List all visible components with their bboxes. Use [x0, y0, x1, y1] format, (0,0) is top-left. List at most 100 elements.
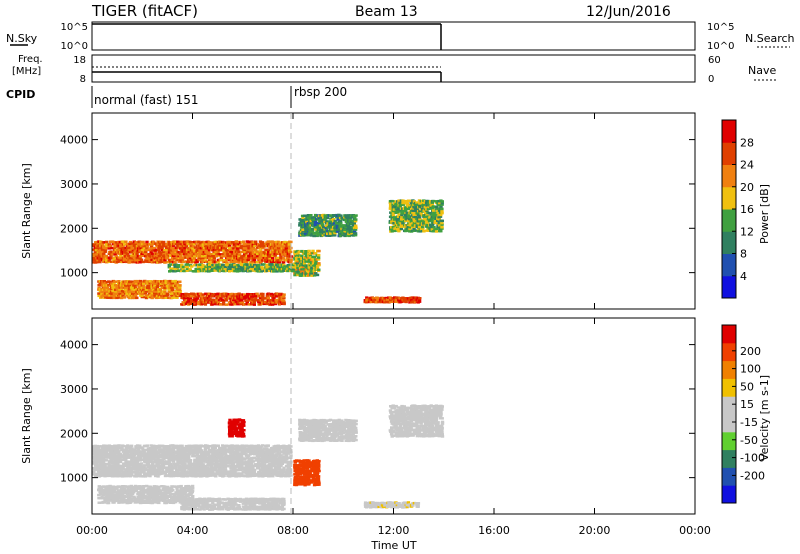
heatmap-cell [204, 254, 208, 257]
heatmap-cell [162, 294, 166, 298]
heatmap-cell [120, 286, 125, 289]
heatmap-cell [170, 453, 174, 456]
heatmap-cell [279, 458, 283, 462]
heatmap-cell [269, 292, 274, 296]
heatmap-cell [112, 286, 116, 290]
heatmap-cell [144, 464, 148, 467]
heatmap-cell [265, 263, 269, 267]
heatmap-cell [128, 256, 132, 260]
heatmap-cell [180, 444, 184, 448]
heatmap-cell [209, 448, 213, 452]
heatmap-cell [141, 447, 145, 450]
heatmap-cell [117, 454, 121, 457]
heatmap-cell [323, 230, 327, 233]
heatmap-cell [173, 286, 178, 289]
heatmap-cell [95, 462, 99, 466]
heatmap-cell [267, 250, 271, 254]
heatmap-cell [408, 217, 412, 221]
heatmap-cell [164, 253, 169, 256]
heatmap-cell [301, 225, 305, 229]
heatmap-cell [110, 294, 114, 297]
heatmap-cell [271, 250, 275, 254]
heatmap-cell [205, 460, 209, 464]
heatmap-cell [216, 454, 220, 457]
heatmap-cell [220, 454, 224, 457]
heatmap-cell [212, 256, 216, 260]
heatmap-cell [149, 250, 153, 254]
heatmap-cell [289, 456, 293, 459]
heatmap-cell [309, 228, 313, 231]
heatmap-cell [148, 257, 152, 260]
heatmap-cell [175, 284, 179, 287]
heatmap-cell [118, 456, 123, 459]
heatmap-cell [240, 458, 244, 461]
power-cells [92, 199, 444, 306]
heatmap-cell [141, 260, 145, 264]
heatmap-cell [173, 261, 177, 264]
heatmap-cell [217, 460, 222, 463]
heatmap-cell [131, 450, 135, 453]
heatmap-cell [130, 250, 134, 254]
heatmap-cell [251, 250, 256, 254]
heatmap-cell [266, 296, 270, 300]
heatmap-cell [205, 468, 209, 472]
heatmap-cell [437, 213, 441, 217]
heatmap-cell [296, 252, 300, 255]
heatmap-cell [236, 248, 240, 252]
heatmap-cell [205, 451, 209, 454]
heatmap-cell [262, 447, 266, 450]
heatmap-cell [119, 254, 123, 258]
heatmap-cell [265, 466, 269, 469]
heatmap-cell [191, 245, 195, 248]
heatmap-cell [133, 294, 138, 297]
heatmap-cell [210, 462, 215, 466]
heatmap-cell [237, 265, 241, 268]
heatmap-cell [167, 265, 171, 269]
freq-tick-bottom: 8 [80, 74, 86, 85]
heatmap-cell [338, 219, 343, 223]
heatmap-cell [120, 446, 124, 450]
heatmap-cell [224, 299, 229, 302]
heatmap-cell [123, 243, 127, 246]
heatmap-cell [307, 270, 311, 274]
heatmap-cell [227, 460, 231, 464]
heatmap-cell [259, 254, 263, 258]
heatmap-cell [272, 462, 276, 466]
heatmap-cell [143, 291, 148, 295]
heatmap-cell [413, 213, 418, 216]
heatmap-cell [204, 251, 208, 254]
heatmap-cell [218, 254, 222, 257]
heatmap-cell [282, 296, 286, 299]
heatmap-cell [221, 472, 226, 476]
heatmap-cell [94, 248, 99, 252]
heatmap-cell [109, 445, 113, 448]
heatmap-cell [122, 259, 127, 262]
heatmap-cell [440, 226, 444, 229]
heatmap-cell [215, 450, 219, 454]
heatmap-cell [416, 211, 421, 215]
heatmap-cell [333, 234, 337, 237]
heatmap-cell [400, 215, 404, 218]
heatmap-cell [437, 218, 441, 221]
heatmap-cell [286, 452, 290, 455]
heatmap-cell [107, 259, 111, 262]
heatmap-cell [141, 240, 145, 244]
heatmap-cell [279, 249, 283, 252]
heatmap-cell [227, 258, 232, 261]
heatmap-cell [147, 253, 152, 256]
heatmap-cell [272, 270, 276, 273]
heatmap-cell [263, 260, 268, 263]
heatmap-cell [95, 451, 99, 454]
heatmap-cell [178, 292, 182, 295]
heatmap-cell [213, 446, 218, 449]
heatmap-cell [210, 301, 215, 304]
heatmap-cell [207, 248, 212, 252]
heatmap-cell [396, 218, 401, 221]
heatmap-cell [210, 298, 215, 301]
heatmap-cell [153, 468, 157, 472]
heatmap-cell [320, 222, 324, 225]
heatmap-cell [374, 300, 379, 304]
heatmap-cell [352, 222, 356, 225]
heatmap-cell [218, 253, 222, 256]
